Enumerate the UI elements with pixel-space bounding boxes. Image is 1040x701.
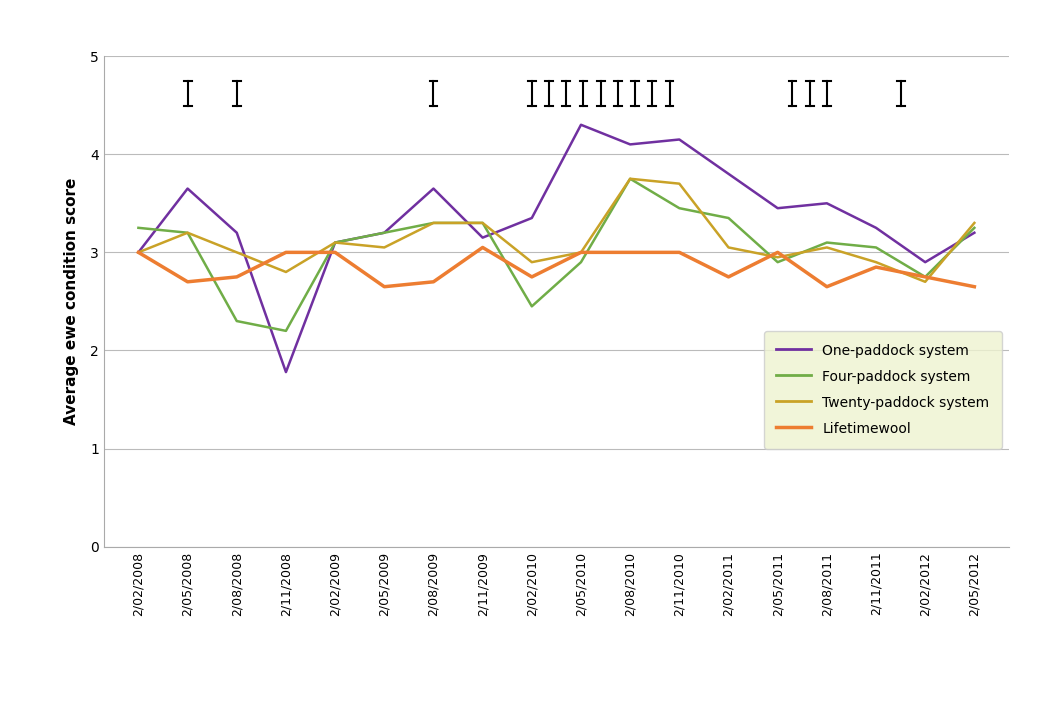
Legend: One-paddock system, Four-paddock system, Twenty-paddock system, Lifetimewool: One-paddock system, Four-paddock system,… <box>764 331 1002 449</box>
Y-axis label: Average ewe condition score: Average ewe condition score <box>64 178 79 425</box>
